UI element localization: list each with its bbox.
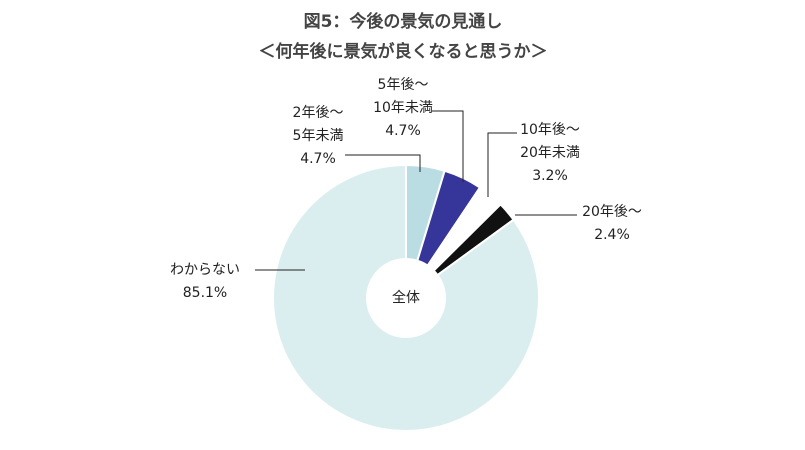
slice-label: 20年後〜 xyxy=(582,204,642,220)
slice-label: 10年未満 xyxy=(373,100,433,116)
value-label: 4.7% xyxy=(300,151,336,167)
slice-label: 5年後〜 xyxy=(378,77,429,93)
leader-line xyxy=(432,110,464,182)
slice-label: わからない xyxy=(170,262,240,278)
value-label: 85.1% xyxy=(183,285,227,301)
leader-line xyxy=(345,154,421,172)
value-label: 2.4% xyxy=(594,227,630,243)
center-label: 全体 xyxy=(392,289,420,306)
chart-title: 図5：今後の景気の見通し xyxy=(304,11,503,32)
value-label: 3.2% xyxy=(532,168,568,184)
donut-hole xyxy=(366,258,446,338)
slice-label: 2年後〜 xyxy=(293,105,344,121)
slice-label: 10年後〜 xyxy=(520,122,580,138)
leader-line xyxy=(487,132,517,197)
chart-subtitle: ＜何年後に景気が良くなると思うか＞ xyxy=(259,41,548,62)
slice-label: 5年未満 xyxy=(293,128,344,144)
slice-label: 20年未満 xyxy=(520,145,580,161)
value-label: 4.7% xyxy=(385,123,421,139)
